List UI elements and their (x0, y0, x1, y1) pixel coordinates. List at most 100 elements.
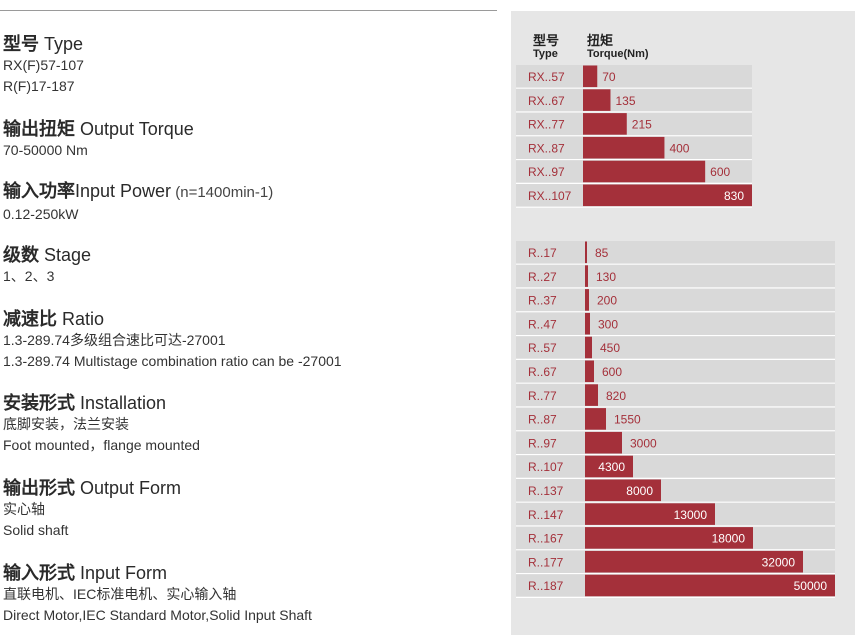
category-label: R..47 (528, 317, 557, 331)
torque-bar (583, 113, 627, 135)
torque-bar (583, 160, 706, 183)
spec-title-cn: 输出形式 (3, 478, 75, 498)
spec-title-en: Ratio (57, 309, 105, 329)
value-label: 400 (669, 141, 689, 155)
category-label: RX..57 (528, 70, 565, 84)
spec-title: 输出形式 Output Form (3, 477, 181, 499)
spec-title-cn: 安装形式 (3, 393, 75, 413)
table-row-bg (516, 479, 835, 502)
spec-title-en: Output Torque (75, 119, 194, 139)
spec-value: 1、2、3 (3, 268, 55, 284)
spec-value: 1.3-289.74 Multistage combination ratio … (3, 353, 342, 369)
spec-title-cn: 输出扭矩 (3, 119, 75, 139)
table-row-bg (516, 360, 835, 383)
torque-bar (585, 574, 835, 597)
torque-bar (585, 431, 622, 454)
value-label: 135 (615, 94, 635, 108)
category-label: R..77 (528, 389, 557, 403)
category-label: RX..77 (528, 118, 565, 132)
category-label: R..167 (528, 532, 564, 546)
category-label: RX..67 (528, 94, 565, 108)
table-row-bg (516, 336, 835, 359)
torque-bar (585, 241, 587, 264)
category-label: R..107 (528, 460, 564, 474)
spec-block: 减速比 Ratio 1.3-289.74多级组合速比可达-27001 1.3-289… (3, 308, 342, 372)
torque-bar (585, 384, 598, 406)
table-row-bg (516, 407, 835, 431)
spec-title-cn: 减速比 (3, 309, 57, 329)
type-header-en: Type (533, 48, 558, 60)
spec-title-en: Type (39, 34, 84, 54)
spec-value: 底脚安装，法兰安装 (3, 416, 129, 432)
value-label: 70 (602, 70, 616, 84)
spec-title: 级数 Stage (3, 244, 91, 266)
torque-bar (585, 312, 590, 335)
torque-bar (585, 527, 753, 549)
torque-bar (583, 65, 598, 88)
spec-block: 型号 Type RX(F)57-107 R(F)17-187 (3, 33, 84, 97)
category-label: R..147 (528, 508, 564, 522)
value-label: 18000 (712, 532, 746, 546)
value-label: 32000 (762, 555, 796, 569)
spec-title-cn: 输入形式 (3, 563, 75, 583)
table-row-bg (516, 88, 752, 112)
spec-block: 级数 Stage 1、2、3 (3, 244, 91, 287)
value-label: 4300 (598, 460, 625, 474)
category-label: R..177 (528, 555, 564, 569)
torque-chart-panel: 型号 Type 扭矩 Torque(Nm) RX..57 70 RX..67 135 RX..7… (511, 11, 855, 635)
table-row-bg (516, 65, 752, 88)
spec-title-cn: 输入功率 (3, 181, 75, 201)
spec-title-cn: 型号 (3, 34, 39, 54)
value-label: 1550 (614, 413, 641, 427)
table-row-bg (516, 312, 835, 335)
spec-value: Foot mounted，flange mounted (3, 437, 200, 453)
spec-title-note: (n=1400min-1) (171, 184, 274, 201)
type-header-cn: 型号 (533, 33, 559, 48)
value-label: 450 (600, 341, 620, 355)
spec-title-en: Installation (75, 393, 167, 413)
spec-title: 型号 Type (3, 33, 84, 55)
torque-bar (585, 289, 589, 311)
spec-block: 输出形式 Output Form 实心轴 Solid shaft (3, 477, 181, 541)
category-label: R..97 (528, 436, 557, 450)
value-label: 600 (710, 165, 730, 179)
value-label: 215 (632, 118, 652, 132)
category-label: RX..87 (528, 141, 565, 155)
category-label: R..67 (528, 365, 557, 379)
spec-value: 70-50000 Nm (3, 142, 88, 158)
table-row-bg (516, 288, 835, 312)
spec-value: 0.12-250kW (3, 206, 79, 222)
value-label: 600 (602, 365, 622, 379)
spec-title-en: Input Form (75, 563, 168, 583)
value-label: 200 (597, 294, 617, 308)
table-row-bg (516, 264, 835, 288)
torque-bar (583, 136, 665, 159)
spec-value: 直联电机、IEC标准电机、实心输入轴 (3, 586, 237, 602)
torque-bar (583, 89, 611, 111)
spec-block: 输出扭矩 Output Torque 70-50000 Nm (3, 118, 194, 161)
torque-bar (585, 408, 606, 430)
value-label: 13000 (674, 508, 708, 522)
spec-block: 输入功率Input Power (n=1400min-1) 0.12-250kW (3, 180, 273, 225)
torque-header-en: Torque(Nm) (587, 48, 649, 60)
spec-title: 输入形式 Input Form (3, 562, 312, 584)
table-row-bg (516, 455, 835, 478)
spec-block: 输入形式 Input Form 直联电机、IEC标准电机、实心输入轴 Direct … (3, 562, 312, 626)
table-row-bg (516, 241, 835, 264)
category-label: R..87 (528, 413, 557, 427)
category-label: RX..107 (528, 189, 572, 203)
spec-title: 安装形式 Installation (3, 392, 200, 414)
category-label: RX..97 (528, 165, 565, 179)
value-label: 130 (596, 270, 616, 284)
torque-bar (585, 455, 633, 478)
category-label: R..17 (528, 246, 557, 260)
spec-value: 1.3-289.74多级组合速比可达-27001 (3, 332, 226, 348)
category-label: R..187 (528, 579, 564, 593)
torque-bar (583, 184, 752, 207)
torque-bar (585, 550, 803, 573)
value-label: 830 (724, 189, 744, 203)
spec-value: R(F)17-187 (3, 78, 75, 94)
value-label: 3000 (630, 436, 657, 450)
category-label: R..137 (528, 484, 564, 498)
